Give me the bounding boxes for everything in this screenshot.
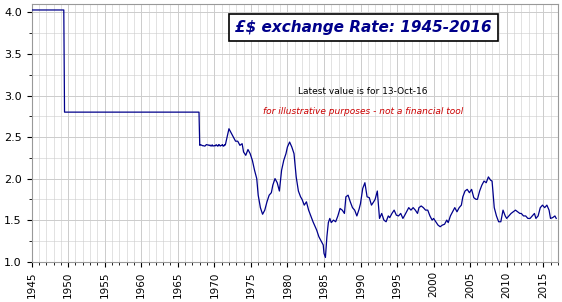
Text: £$ exchange Rate: 1945-2016: £$ exchange Rate: 1945-2016 [235, 20, 491, 35]
Text: Latest value is for 13-Oct-16: Latest value is for 13-Oct-16 [298, 87, 428, 95]
Text: for illustrative purposes - not a financial tool: for illustrative purposes - not a financ… [263, 107, 463, 116]
